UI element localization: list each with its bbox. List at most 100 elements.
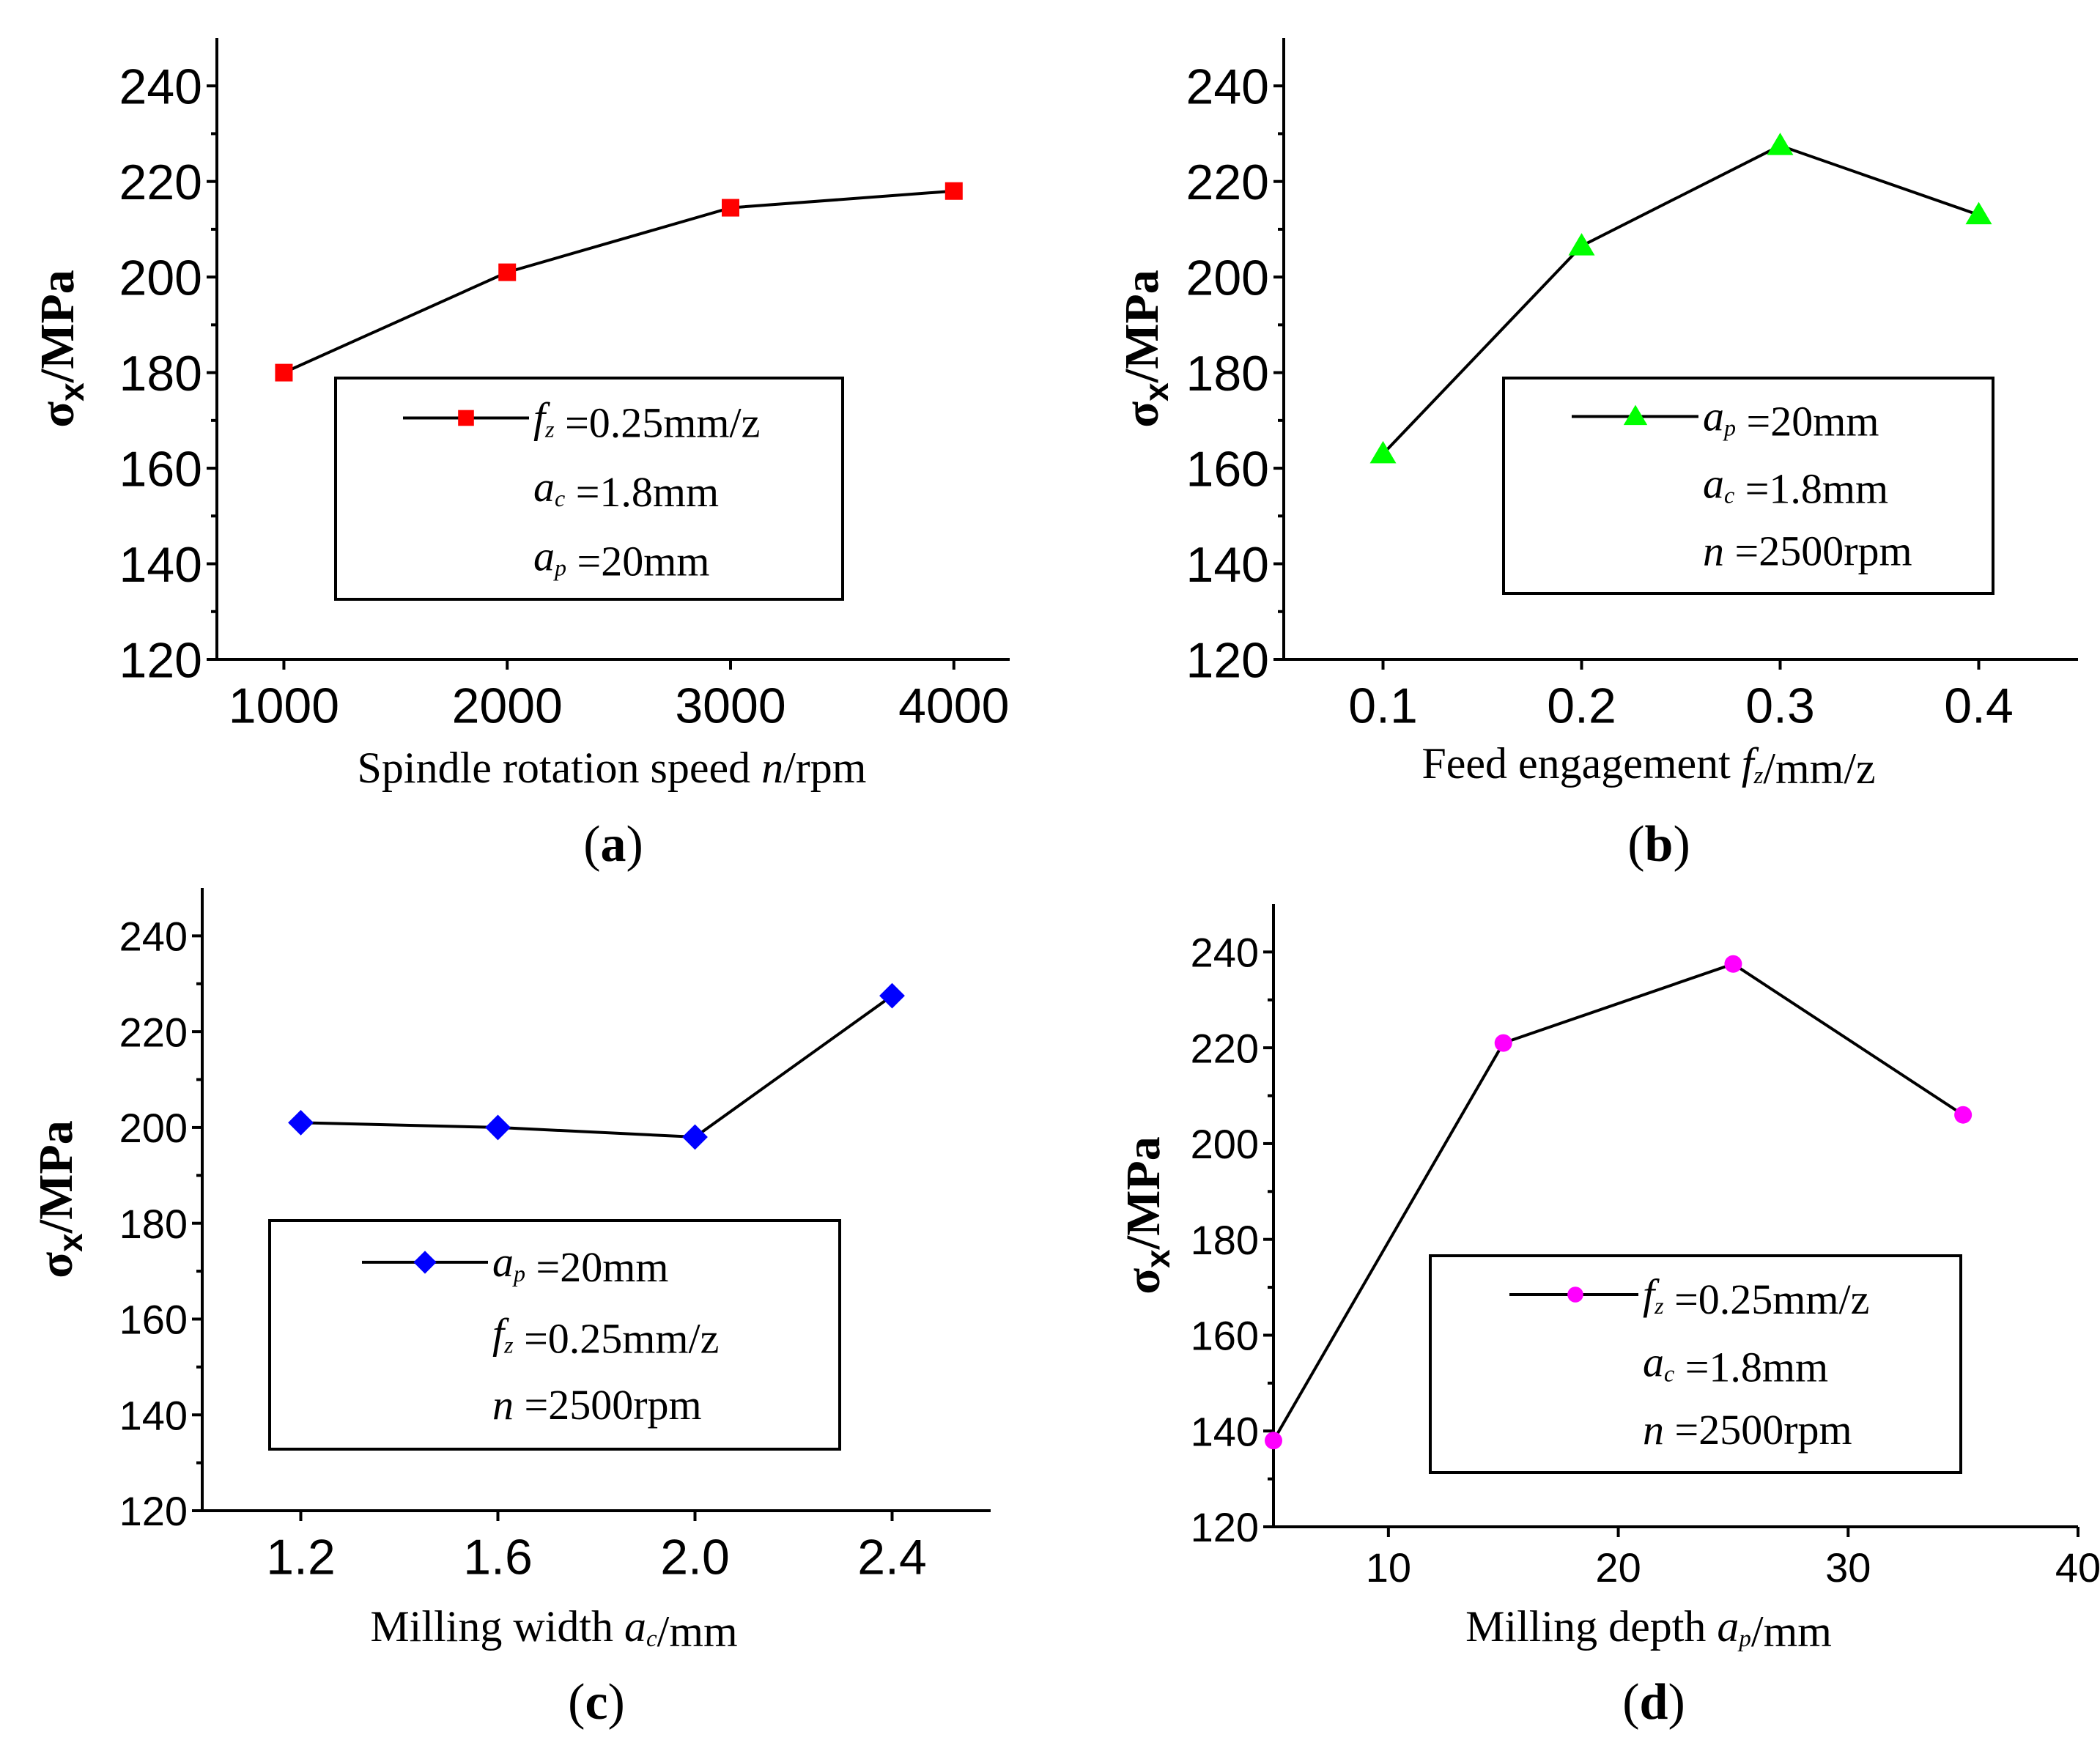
y-tick-label: 220: [1186, 155, 1269, 210]
y-tick-label: 120: [119, 1488, 188, 1534]
data-point: [1265, 1432, 1282, 1450]
y-tick-label: 120: [119, 632, 202, 688]
y-tick-label: 160: [1186, 442, 1269, 497]
y-tick-label: 200: [1191, 1121, 1259, 1167]
y-tick-label: 240: [119, 914, 188, 960]
y-tick-label: 220: [1191, 1025, 1259, 1071]
legend-entry: fz =0.25mm/z: [492, 1310, 719, 1363]
legend-box: [1429, 1254, 1962, 1474]
legend-entry: fz =0.25mm/z: [1643, 1270, 1869, 1323]
data-point: [1954, 1106, 1973, 1124]
legend-entry: n =2500rpm: [1703, 527, 1912, 574]
legend-marker: [458, 410, 474, 426]
legend-entry: ac =1.8mm: [1643, 1339, 1828, 1391]
y-axis-label: σx/MPa: [29, 1120, 89, 1278]
y-tick-label: 240: [1186, 59, 1269, 115]
x-axis-label: Feed engagement fz/mm/z: [1421, 739, 1875, 793]
legend: ap =20mm fz =0.25mm/z n =2500rpm: [268, 1219, 841, 1451]
y-tick-label: 160: [119, 1297, 188, 1343]
x-tick-label: 30: [1825, 1544, 1871, 1591]
y-tick-label: 140: [119, 537, 202, 593]
y-tick-label: 240: [119, 59, 202, 115]
data-point: [1369, 440, 1397, 464]
x-tick-label: 40: [2055, 1544, 2100, 1591]
data-point: [1965, 201, 1992, 225]
panel-label: (a): [583, 816, 643, 873]
legend-entry: ac =1.8mm: [533, 463, 719, 516]
y-tick-label: 180: [119, 346, 202, 401]
legend-box: [334, 377, 844, 601]
y-tick-label: 180: [1186, 346, 1269, 401]
y-tick-label: 160: [1191, 1313, 1259, 1359]
y-tick-label: 200: [119, 1105, 188, 1151]
y-tick-label: 180: [1191, 1217, 1259, 1263]
series-line: [1382, 144, 1980, 455]
legend: ap =20mm ac =1.8mm n =2500rpm: [1502, 377, 1994, 595]
data-point: [275, 363, 293, 382]
x-axis-label: Milling depth ap/mm: [1465, 1602, 1832, 1656]
series-line: [1272, 962, 1964, 1442]
y-tick-label: 140: [119, 1392, 188, 1438]
data-point: [682, 1124, 708, 1150]
x-tick-label: 1.6: [463, 1530, 533, 1585]
y-tick-label: 220: [119, 155, 202, 210]
legend-entry: ap =20mm: [1703, 393, 1879, 445]
legend: fz =0.25mm/z ac =1.8mm ap =20mm: [334, 377, 844, 601]
y-tick-label: 160: [119, 442, 202, 497]
y-tick-label: 200: [1186, 251, 1269, 306]
chart-panel-c: 120 140 160 180 200 220 240 1.2 1.6 2.0 2.4 σx/MPa M…: [29, 888, 991, 1730]
legend-marker: [1567, 1287, 1583, 1303]
legend-marker: [413, 1251, 437, 1274]
legend: fz =0.25mm/z ac =1.8mm n =2500rpm: [1429, 1254, 1962, 1474]
x-tick-label: 10: [1366, 1544, 1411, 1591]
x-tick-label: 2.0: [660, 1530, 730, 1585]
y-axis-label: σx/MPa: [31, 270, 91, 427]
x-tick-label: 4000: [898, 678, 1009, 734]
data-point: [879, 982, 905, 1009]
y-tick-label: 140: [1186, 537, 1269, 593]
legend-entry: ac =1.8mm: [1703, 460, 1888, 513]
y-tick-label: 220: [119, 1009, 188, 1055]
y-axis-label: σx/MPa: [1117, 1136, 1177, 1294]
y-tick-label: 140: [1191, 1408, 1259, 1454]
legend-entry: n =2500rpm: [1643, 1406, 1852, 1454]
y-axis-label: σx/MPa: [1115, 270, 1175, 427]
panel-label: (b): [1627, 816, 1690, 873]
data-point: [1568, 233, 1595, 256]
x-tick-label: 1.2: [266, 1530, 336, 1585]
data-point: [485, 1114, 511, 1141]
data-point: [1494, 1034, 1512, 1052]
legend-entry: fz =0.25mm/z: [533, 394, 760, 447]
chart-panel-d: 120 140 160 180 200 220 240 10 20 30 40 σx/MPa Milli…: [1117, 904, 2100, 1730]
data-point: [498, 263, 517, 281]
x-tick-label: 0.2: [1547, 678, 1616, 734]
data-point: [944, 182, 963, 200]
legend-box: [1502, 377, 1994, 595]
x-tick-label: 0.4: [1944, 678, 2014, 734]
x-tick-label: 2.4: [857, 1530, 927, 1585]
legend-box: [268, 1219, 841, 1451]
y-tick-label: 120: [1186, 632, 1269, 688]
panel-label: (d): [1622, 1674, 1685, 1730]
x-tick-label: 20: [1595, 1544, 1641, 1591]
chart-panel-b: 120 140 160 180 200 220 240 0.1 0.2 0.3 0.4 σx/MPa F…: [1115, 38, 2078, 873]
x-tick-label: 2000: [452, 678, 563, 734]
chart-panel-a: 120 140 160 180 200 220 240 1000 2000 3000 4000 σx/…: [31, 38, 1010, 873]
x-axis-label: Milling width ac/mm: [370, 1602, 737, 1656]
data-point: [288, 1109, 314, 1136]
data-point: [1767, 133, 1794, 155]
legend-entry: ap =20mm: [492, 1238, 668, 1291]
data-point: [722, 199, 740, 217]
panel-label: (c): [568, 1674, 625, 1730]
y-tick-label: 120: [1191, 1504, 1259, 1550]
x-tick-label: 3000: [675, 678, 785, 734]
x-tick-label: 1000: [229, 678, 339, 734]
series-line: [283, 189, 954, 374]
x-axis-label: Spindle rotation speed n/rpm: [358, 744, 867, 792]
y-tick-label: 200: [119, 251, 202, 306]
legend-marker: [1623, 404, 1648, 426]
legend-entry: ap =20mm: [533, 532, 709, 585]
x-tick-label: 0.1: [1348, 678, 1418, 734]
data-point: [1724, 955, 1742, 973]
